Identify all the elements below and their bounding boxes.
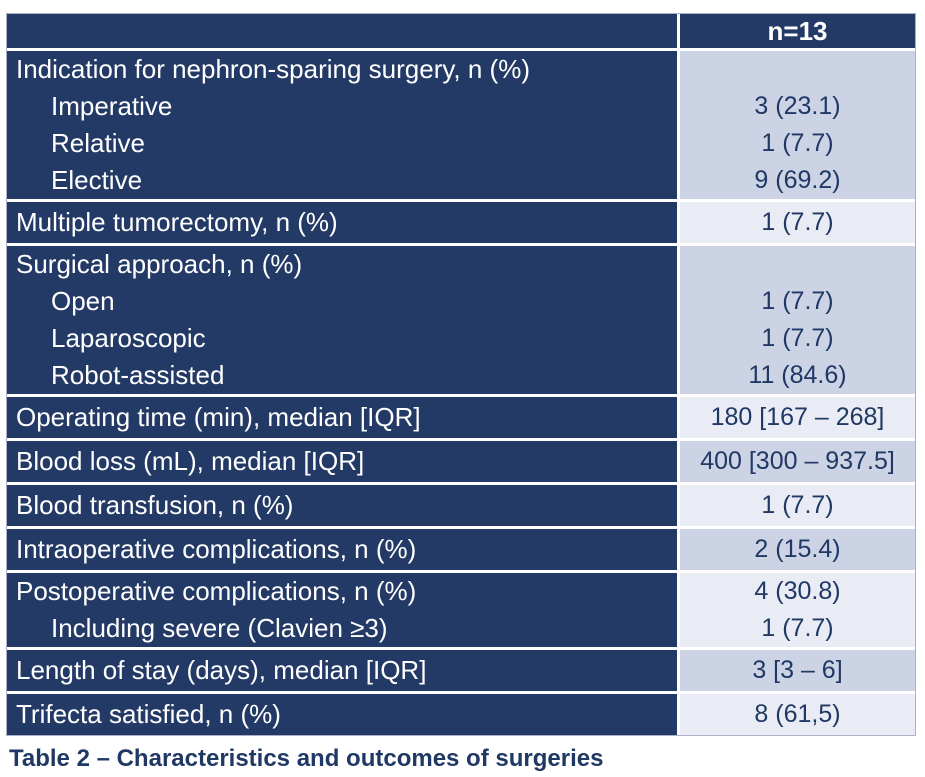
row-value-line: 1 (7.7) xyxy=(680,283,915,320)
table-row: Surgical approach, n (%) Open Laparoscopic… xyxy=(7,246,915,394)
row-value-line: 9 (69.2) xyxy=(680,162,915,199)
table-row: Indication for nephron-sparing surgery, … xyxy=(7,51,915,199)
outcomes-table: n=13 Indication for nephron-sparing surg… xyxy=(6,13,916,736)
row-label-cell: Multiple tumorectomy, n (%) xyxy=(7,202,677,243)
row-label: Open xyxy=(51,286,115,316)
table-row: Length of stay (days), median [IQR] 3 [3 … xyxy=(7,650,915,691)
row-value-cell: 4 (30.8) 1 (7.7) xyxy=(680,573,915,647)
row-value: 1 (7.7) xyxy=(761,491,834,519)
header-empty-cell xyxy=(7,14,677,48)
row-value-cell: 180 [167 – 268] xyxy=(680,397,915,438)
row-line: Robot-assisted xyxy=(7,357,677,394)
row-value: 11 (84.6) xyxy=(748,361,847,389)
row-label: Blood transfusion, n (%) xyxy=(16,490,294,520)
row-label-cell: Surgical approach, n (%) Open Laparoscopic… xyxy=(7,246,677,394)
row-value: 3 [3 – 6] xyxy=(752,656,843,684)
row-label-cell: Trifecta satisfied, n (%) xyxy=(7,694,677,735)
row-label: Trifecta satisfied, n (%) xyxy=(16,699,281,729)
row-line: Open xyxy=(7,283,677,320)
row-label: Length of stay (days), median [IQR] xyxy=(16,655,427,685)
row-label: Intraoperative complications, n (%) xyxy=(16,534,417,564)
row-value: 2 (15.4) xyxy=(754,535,841,563)
row-value-line: 1 (7.7) xyxy=(680,125,915,162)
row-label: Surgical approach, n (%) xyxy=(16,249,303,279)
row-value-line: 1 (7.7) xyxy=(680,320,915,357)
row-value: 400 [300 – 937.5] xyxy=(700,447,895,475)
row-line: Laparoscopic xyxy=(7,320,677,357)
row-value: 1 (7.7) xyxy=(761,324,834,352)
row-label-cell: Blood loss (mL), median [IQR] xyxy=(7,441,677,482)
row-line: Surgical approach, n (%) xyxy=(7,246,677,283)
row-value-line xyxy=(680,246,915,283)
row-line: Postoperative complications, n (%) xyxy=(7,573,677,610)
row-line: Including severe (Clavien ≥3) xyxy=(7,610,677,647)
table-row: Blood loss (mL), median [IQR] 400 [300 – … xyxy=(7,441,915,482)
row-label: Relative xyxy=(51,128,145,158)
row-value: 1 (7.7) xyxy=(761,208,834,236)
table-row: Multiple tumorectomy, n (%) 1 (7.7) xyxy=(7,202,915,243)
row-value: 1 (7.7) xyxy=(761,129,834,157)
row-value-line: 1 (7.7) xyxy=(680,610,915,647)
row-label-cell: Postoperative complications, n (%) Includ… xyxy=(7,573,677,647)
row-value-cell: 3 (23.1) 1 (7.7) 9 (69.2) xyxy=(680,51,915,199)
row-label: Indication for nephron-sparing surgery, … xyxy=(16,54,530,84)
row-label-cell: Operating time (min), median [IQR] xyxy=(7,397,677,438)
header-count-cell: n=13 xyxy=(680,14,915,48)
table-row: Postoperative complications, n (%) Includ… xyxy=(7,573,915,647)
table-caption: Table 2 – Characteristics and outcomes o… xyxy=(9,745,604,772)
row-value-cell: 400 [300 – 937.5] xyxy=(680,441,915,482)
row-label: Imperative xyxy=(51,91,173,121)
row-label-cell: Indication for nephron-sparing surgery, … xyxy=(7,51,677,199)
row-label: Elective xyxy=(51,165,143,195)
row-label-cell: Blood transfusion, n (%) xyxy=(7,485,677,526)
row-value-line: 3 (23.1) xyxy=(680,88,915,125)
row-value-cell: 2 (15.4) xyxy=(680,529,915,570)
row-value-line: 4 (30.8) xyxy=(680,573,915,610)
table-row: Blood transfusion, n (%) 1 (7.7) xyxy=(7,485,915,526)
row-label: Operating time (min), median [IQR] xyxy=(16,402,421,432)
row-value-cell: 1 (7.7) xyxy=(680,485,915,526)
row-value-line xyxy=(680,51,915,88)
row-label: Blood loss (mL), median [IQR] xyxy=(16,446,365,476)
row-value-cell: 1 (7.7) xyxy=(680,202,915,243)
row-label: Laparoscopic xyxy=(51,323,206,353)
row-value-line: 11 (84.6) xyxy=(680,357,915,394)
row-value: 3 (23.1) xyxy=(754,92,841,120)
row-label: Robot-assisted xyxy=(51,360,225,390)
row-value: 180 [167 – 268] xyxy=(710,403,885,431)
table-body: Indication for nephron-sparing surgery, … xyxy=(7,51,915,735)
row-label-cell: Intraoperative complications, n (%) xyxy=(7,529,677,570)
row-label: Including severe (Clavien ≥3) xyxy=(51,613,388,643)
row-value-cell: 1 (7.7) 1 (7.7) 11 (84.6) xyxy=(680,246,915,394)
row-line: Indication for nephron-sparing surgery, … xyxy=(7,51,677,88)
row-value: 8 (61,5) xyxy=(754,700,841,728)
row-value: 9 (69.2) xyxy=(754,166,841,194)
row-line: Elective xyxy=(7,162,677,199)
row-value: 1 (7.7) xyxy=(761,287,834,315)
table-row: Operating time (min), median [IQR] 180 [1… xyxy=(7,397,915,438)
row-value: 4 (30.8) xyxy=(754,577,841,605)
row-line: Relative xyxy=(7,125,677,162)
row-value-cell: 8 (61,5) xyxy=(680,694,915,735)
row-label-cell: Length of stay (days), median [IQR] xyxy=(7,650,677,691)
table-header-row: n=13 xyxy=(7,14,915,48)
table-row: Trifecta satisfied, n (%) 8 (61,5) xyxy=(7,694,915,735)
row-value-cell: 3 [3 – 6] xyxy=(680,650,915,691)
row-line: Imperative xyxy=(7,88,677,125)
table-row: Intraoperative complications, n (%) 2 (15… xyxy=(7,529,915,570)
row-value: 1 (7.7) xyxy=(761,614,834,642)
row-label: Postoperative complications, n (%) xyxy=(16,576,417,606)
row-label: Multiple tumorectomy, n (%) xyxy=(16,207,338,237)
